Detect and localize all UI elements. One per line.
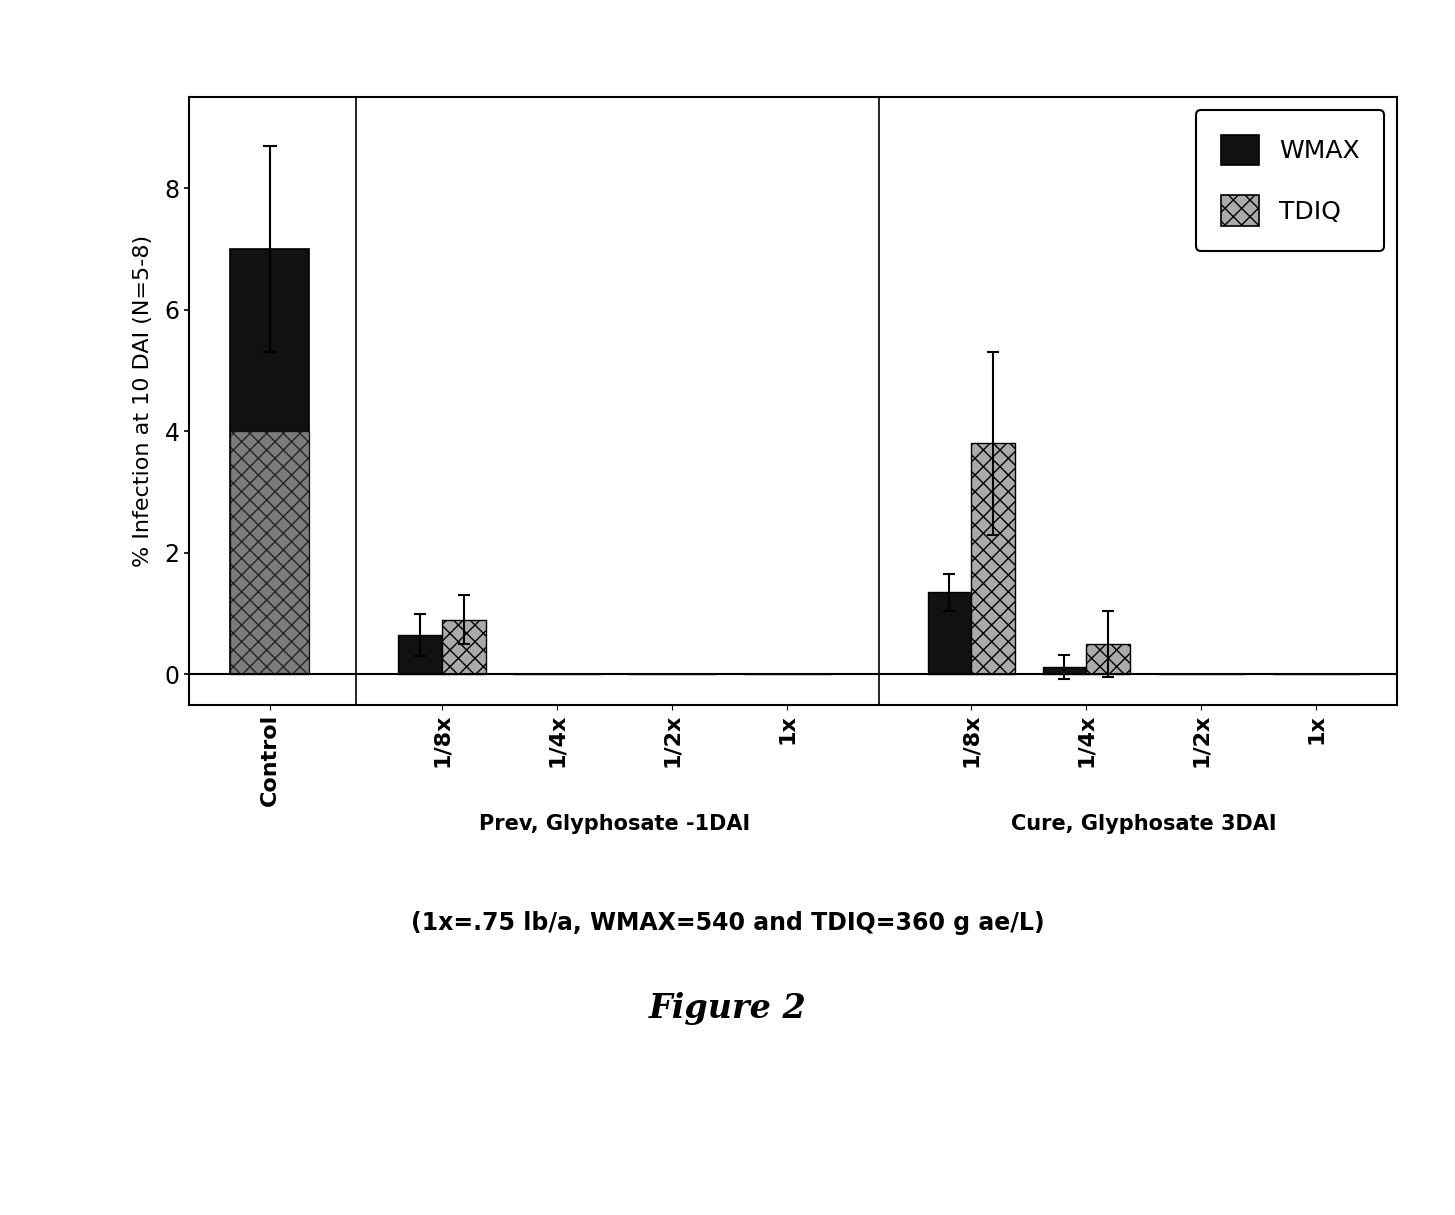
Bar [927, 593, 972, 674]
Bar [230, 431, 308, 674]
Text: (1x=.75 lb/a, WMAX=540 and TDIQ=360 g ae/L): (1x=.75 lb/a, WMAX=540 and TDIQ=360 g ae… [410, 911, 1045, 936]
Text: Cure, Glyphosate 3DAI: Cure, Glyphosate 3DAI [1011, 814, 1276, 833]
Text: Figure 2: Figure 2 [649, 991, 806, 1025]
Bar [230, 249, 308, 674]
Bar [442, 620, 486, 674]
Text: Prev, Glyphosate -1DAI: Prev, Glyphosate -1DAI [479, 814, 751, 833]
Bar [1043, 667, 1087, 674]
Bar [399, 635, 442, 674]
Bar [972, 443, 1016, 674]
Legend: WMAX, TDIQ: WMAX, TDIQ [1196, 109, 1384, 250]
Bar [1087, 644, 1131, 674]
Y-axis label: % Infection at 10 DAI (N=5-8): % Infection at 10 DAI (N=5-8) [134, 234, 153, 567]
